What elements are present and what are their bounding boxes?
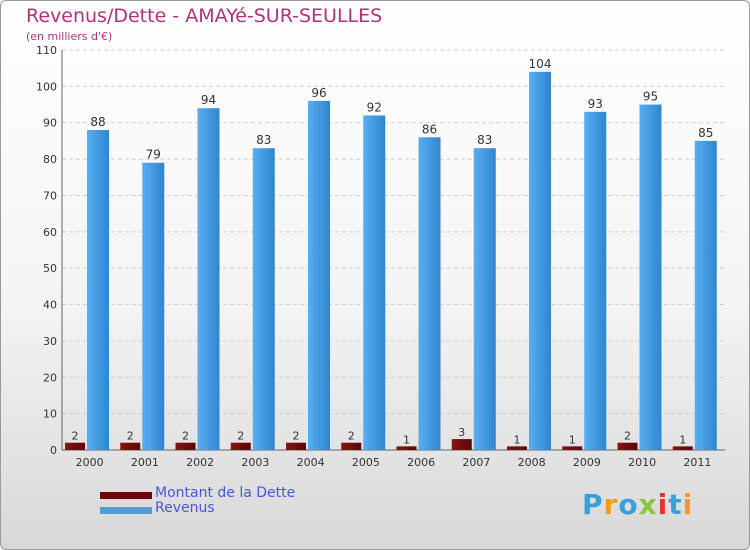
bar-dette-2005 — [341, 442, 362, 450]
x-tick-label: 2006 — [407, 456, 435, 469]
legend-label-revenus: Revenus — [155, 500, 215, 516]
x-tick-label: 2009 — [573, 456, 601, 469]
bar-dette-2010 — [617, 442, 638, 450]
y-tick-label: 110 — [36, 44, 57, 57]
data-label-dette: 1 — [679, 433, 686, 446]
bar-revenus-2006 — [418, 137, 441, 451]
y-tick-label: 30 — [43, 335, 57, 348]
bar-revenus-2008 — [529, 71, 551, 451]
y-tick-label: 0 — [50, 444, 57, 457]
bar-revenus-2000 — [87, 130, 109, 450]
x-tick-label: 2011 — [683, 456, 711, 469]
data-label-revenus: 83 — [256, 133, 271, 147]
data-label-dette: 2 — [237, 430, 244, 443]
data-label-dette: 2 — [348, 430, 355, 443]
bar-dette-2011 — [672, 446, 693, 450]
bar-revenus-2007 — [473, 148, 496, 450]
data-label-revenus: 92 — [367, 100, 382, 114]
x-tick-label: 2008 — [518, 456, 546, 469]
data-label-revenus: 94 — [201, 93, 216, 107]
data-label-revenus: 86 — [422, 122, 437, 136]
x-tick-label: 2007 — [462, 456, 490, 469]
bar-revenus-2009 — [584, 111, 607, 451]
bar-revenus-2011 — [694, 140, 717, 450]
data-label-revenus: 95 — [643, 90, 658, 104]
x-tick-label: 2005 — [352, 456, 380, 469]
data-label-dette: 1 — [403, 433, 410, 446]
data-label-dette: 2 — [182, 430, 189, 443]
x-tick-label: 2010 — [628, 456, 656, 469]
bar-dette-2009 — [562, 446, 583, 450]
bar-revenus-2001 — [142, 162, 165, 450]
bar-dette-2002 — [175, 442, 196, 450]
data-label-revenus: 88 — [90, 115, 105, 129]
data-label-dette: 1 — [569, 433, 576, 446]
data-label-dette: 2 — [72, 430, 79, 443]
bar-dette-2004 — [286, 442, 306, 450]
y-tick-label: 40 — [43, 299, 57, 312]
bar-dette-2006 — [396, 446, 417, 450]
x-tick-label: 2004 — [297, 456, 325, 469]
y-tick-label: 100 — [36, 80, 57, 93]
bar-revenus-2010 — [639, 104, 662, 450]
y-tick-label: 20 — [43, 371, 57, 384]
x-tick-label: 2002 — [186, 456, 214, 469]
data-label-revenus: 96 — [311, 86, 326, 100]
data-label-revenus: 79 — [146, 148, 161, 162]
bar-dette-2000 — [65, 442, 85, 450]
data-label-revenus: 93 — [588, 97, 603, 111]
data-label-revenus: 85 — [698, 126, 713, 140]
chart-subtitle: (en milliers d'€) — [26, 30, 113, 43]
bar-revenus-2004 — [308, 100, 330, 450]
chart-title: Revenus/Dette - AMAYé-SUR-SEULLES — [26, 5, 383, 27]
bar-dette-2003 — [230, 442, 251, 450]
bar-revenus-2002 — [197, 108, 220, 450]
y-tick-label: 60 — [43, 226, 57, 239]
bar-dette-2008 — [507, 446, 527, 450]
bar-dette-2001 — [120, 442, 141, 450]
y-tick-label: 90 — [43, 117, 57, 130]
data-label-revenus: 83 — [477, 133, 492, 147]
x-tick-label: 2003 — [241, 456, 269, 469]
data-label-dette: 2 — [293, 430, 300, 443]
bar-revenus-2005 — [363, 115, 386, 451]
y-tick-label: 70 — [43, 189, 57, 202]
legend-swatch-revenus — [100, 507, 152, 514]
legend-swatch-dette — [100, 492, 152, 499]
proxiti-logo: Proxiti — [582, 488, 694, 521]
y-tick-label: 50 — [43, 262, 57, 275]
bar-dette-2007 — [451, 439, 472, 450]
data-label-revenus: 104 — [529, 57, 552, 71]
data-label-dette: 1 — [514, 433, 521, 446]
legend-label-dette: Montant de la Dette — [155, 485, 296, 501]
data-label-dette: 2 — [624, 430, 631, 443]
data-label-dette: 2 — [127, 430, 134, 443]
x-tick-label: 2000 — [76, 456, 104, 469]
data-label-dette: 3 — [458, 426, 465, 439]
y-tick-label: 80 — [43, 153, 57, 166]
bar-revenus-2003 — [252, 148, 275, 450]
y-tick-label: 10 — [43, 408, 57, 421]
x-tick-label: 2001 — [131, 456, 159, 469]
